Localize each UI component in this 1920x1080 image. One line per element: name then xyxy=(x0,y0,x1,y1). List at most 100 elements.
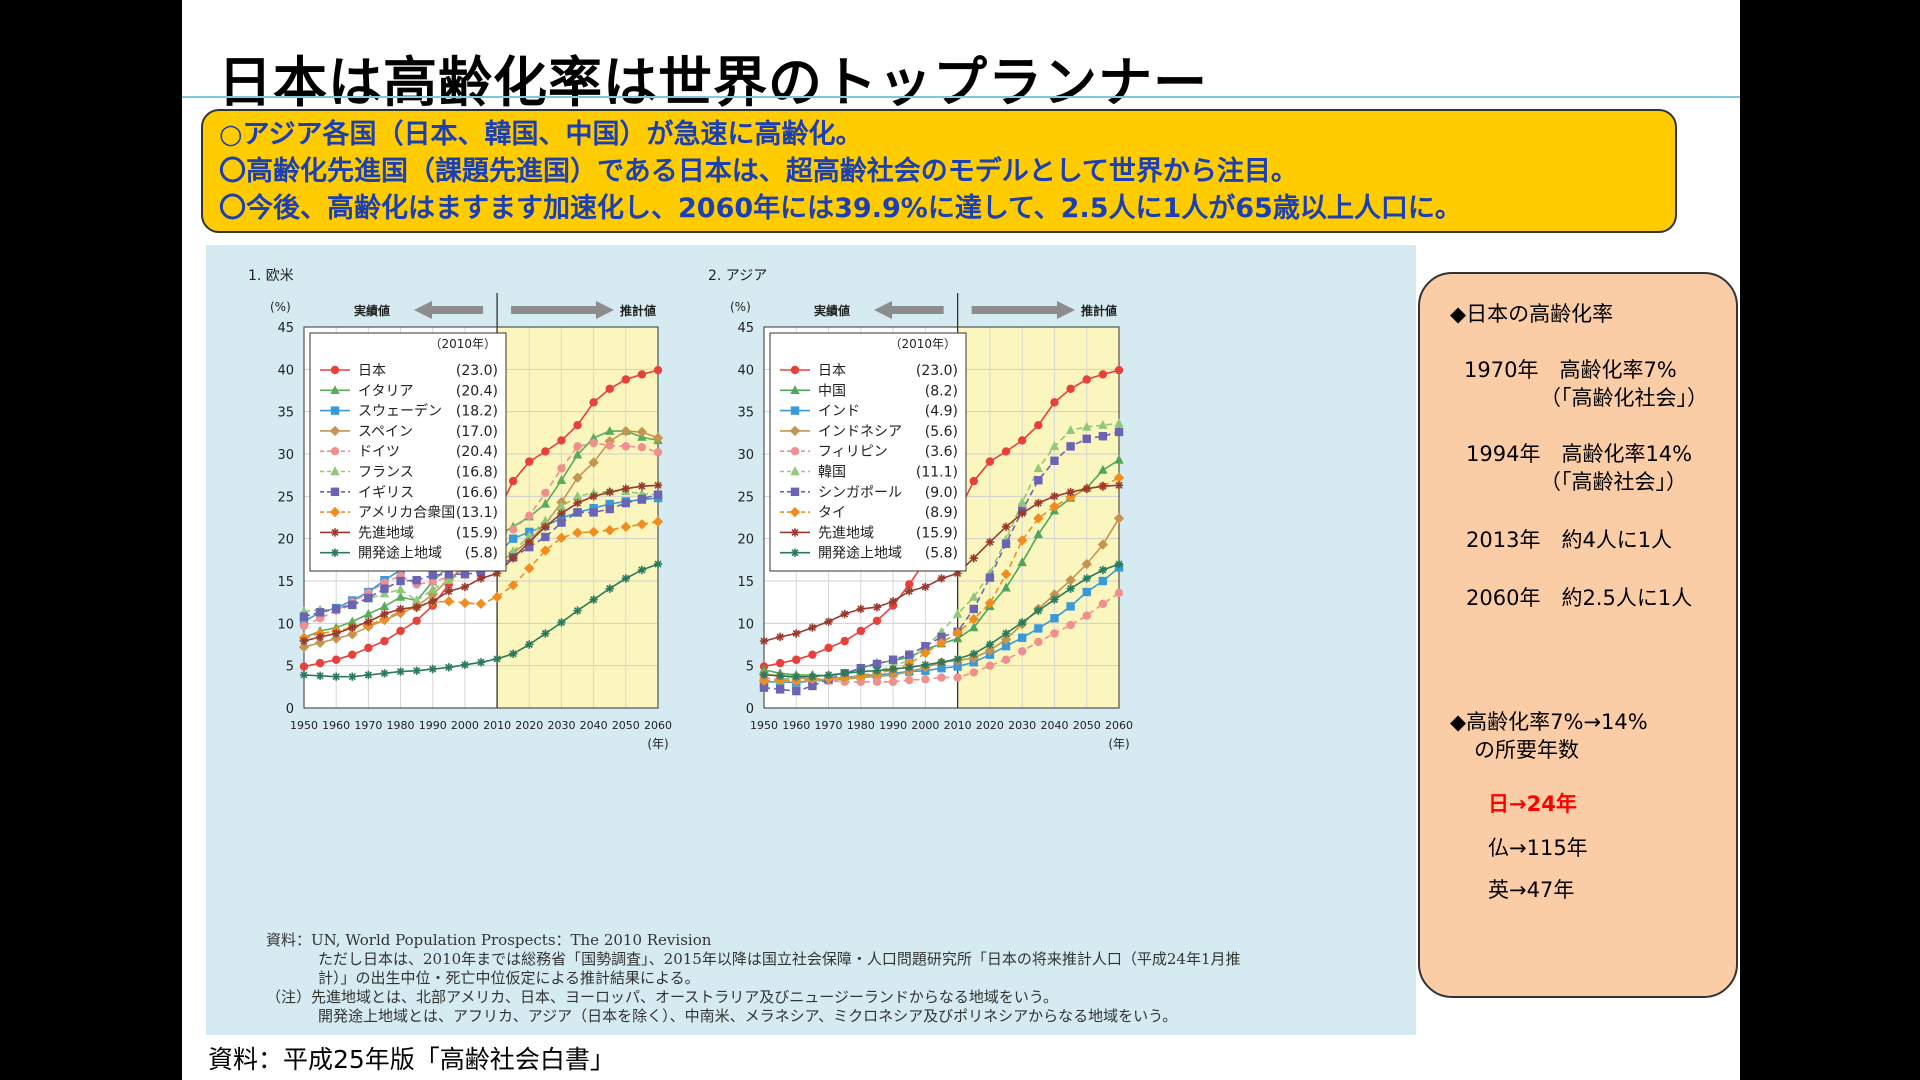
data-point xyxy=(637,565,647,575)
legend-marker xyxy=(790,548,800,557)
y-tick-label: 25 xyxy=(737,490,754,505)
legend-value: (17.0) xyxy=(456,424,498,440)
data-point xyxy=(1001,582,1011,592)
side-japan-years: 日→24年 xyxy=(1488,792,1577,816)
legend-value: (11.1) xyxy=(916,465,958,481)
x-tick-label: 2050 xyxy=(1073,719,1101,732)
data-point xyxy=(396,576,405,586)
data-point xyxy=(444,570,454,579)
data-point xyxy=(1050,629,1059,638)
legend-label: 開発途上地域 xyxy=(358,545,442,562)
data-point xyxy=(524,530,534,540)
actual-arrow xyxy=(414,301,484,319)
data-point xyxy=(824,670,833,680)
data-point xyxy=(444,574,454,584)
data-point xyxy=(808,650,817,659)
data-point xyxy=(1098,565,1108,575)
data-point xyxy=(348,600,357,609)
data-point xyxy=(315,608,325,617)
note-line: 計）」の出生中位・死亡中位仮定による推計結果による。 xyxy=(318,969,700,987)
data-point xyxy=(1114,588,1124,598)
data-point xyxy=(589,508,598,517)
data-point xyxy=(856,604,866,614)
data-point xyxy=(905,580,914,589)
data-point xyxy=(888,655,898,664)
data-point xyxy=(572,449,583,459)
legend-value: (5.8) xyxy=(465,546,498,562)
data-point xyxy=(872,603,882,612)
data-point xyxy=(985,661,995,670)
data-point xyxy=(331,672,341,681)
data-point xyxy=(557,464,566,473)
data-point xyxy=(872,616,882,625)
data-point xyxy=(952,627,963,638)
data-point xyxy=(775,671,785,681)
charts-svg: 1. 欧米 0 5 10 15 20 25 30 35 40 45 1950 1960 1970 1980 1… xyxy=(248,268,1133,751)
data-point xyxy=(937,658,946,667)
data-point xyxy=(840,636,849,646)
data-point xyxy=(589,595,598,604)
legend-header: （2010年） xyxy=(889,337,956,351)
legend-marker xyxy=(790,528,800,537)
data-point xyxy=(380,609,389,619)
data-point xyxy=(953,569,962,578)
data-point xyxy=(1097,539,1109,550)
data-point xyxy=(573,442,582,451)
data-point xyxy=(347,616,357,626)
data-point xyxy=(824,643,833,653)
data-point xyxy=(1017,618,1027,627)
data-point xyxy=(557,518,566,527)
data-point xyxy=(605,384,614,394)
note-line: ただし日本は、2010年までは総務省「国勢調査」、2015年以降は国立社会保障・… xyxy=(318,950,1241,968)
data-point xyxy=(444,586,454,596)
data-point xyxy=(872,677,882,686)
data-point xyxy=(637,494,647,504)
y-axis-unit: (%) xyxy=(730,300,751,314)
data-point xyxy=(1017,557,1027,567)
y-tick-label: 10 xyxy=(277,617,294,632)
data-point xyxy=(905,586,914,596)
legend-marker xyxy=(789,425,801,437)
data-point xyxy=(364,617,373,626)
legend-label: インド xyxy=(818,404,860,420)
x-tick-label: 2030 xyxy=(547,719,575,732)
data-point xyxy=(1034,606,1043,615)
data-point xyxy=(792,629,801,638)
data-point xyxy=(299,670,309,680)
summary-line-1: ○アジア各国（日本、韓国、中国）が急速に高齢化。 xyxy=(219,119,863,150)
legend-marker xyxy=(789,506,801,518)
series-line xyxy=(299,481,663,646)
data-point xyxy=(364,593,373,603)
chart-notes: 資料：UN, World Population Prospects：The 20… xyxy=(266,931,1240,1026)
data-point xyxy=(969,553,978,563)
data-point xyxy=(1065,574,1076,586)
data-point xyxy=(1066,442,1075,451)
data-point xyxy=(525,511,534,521)
legend-value: (23.0) xyxy=(916,363,958,379)
data-point xyxy=(621,442,631,451)
data-point xyxy=(969,591,979,601)
x-tick-label: 1970 xyxy=(354,719,382,732)
y-tick-label: 25 xyxy=(277,490,294,505)
data-point xyxy=(572,491,583,501)
series-line xyxy=(759,365,1124,671)
legend-label: 日本 xyxy=(358,363,386,379)
data-point xyxy=(540,498,551,508)
data-point xyxy=(937,574,946,583)
data-point xyxy=(856,677,866,686)
legend-label: フランス xyxy=(358,465,414,481)
data-point xyxy=(905,663,914,672)
data-point xyxy=(621,484,631,493)
y-tick-label: 15 xyxy=(277,575,294,590)
x-tick-label: 1960 xyxy=(322,719,350,732)
x-tick-label: 2000 xyxy=(451,719,479,732)
x-tick-label: 1970 xyxy=(815,719,843,732)
data-point xyxy=(1114,418,1124,428)
data-point xyxy=(652,432,664,444)
data-point xyxy=(921,675,930,684)
data-point xyxy=(936,637,947,649)
y-tick-label: 10 xyxy=(737,617,754,632)
series-line xyxy=(759,559,1124,681)
data-point xyxy=(476,658,486,667)
x-tick-label: 2010 xyxy=(483,719,511,732)
